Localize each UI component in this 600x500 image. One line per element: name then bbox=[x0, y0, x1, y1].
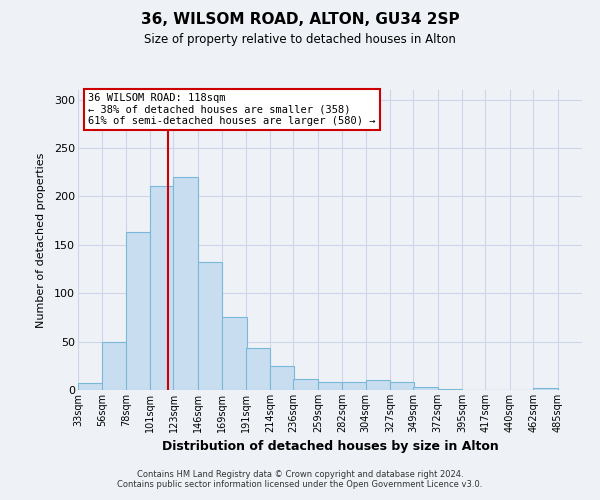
Bar bbox=[270, 366, 295, 390]
Bar bbox=[437, 389, 462, 390]
Bar bbox=[365, 380, 390, 390]
Bar bbox=[413, 387, 437, 390]
Bar bbox=[342, 382, 367, 390]
Bar bbox=[293, 380, 318, 390]
Bar bbox=[245, 348, 270, 390]
X-axis label: Distribution of detached houses by size in Alton: Distribution of detached houses by size … bbox=[161, 440, 499, 454]
Text: Size of property relative to detached houses in Alton: Size of property relative to detached ho… bbox=[144, 32, 456, 46]
Bar bbox=[390, 382, 415, 390]
Bar bbox=[150, 186, 175, 390]
Text: Contains public sector information licensed under the Open Government Licence v3: Contains public sector information licen… bbox=[118, 480, 482, 489]
Text: 36, WILSOM ROAD, ALTON, GU34 2SP: 36, WILSOM ROAD, ALTON, GU34 2SP bbox=[140, 12, 460, 28]
Bar bbox=[223, 318, 247, 390]
Text: 36 WILSOM ROAD: 118sqm
← 38% of detached houses are smaller (358)
61% of semi-de: 36 WILSOM ROAD: 118sqm ← 38% of detached… bbox=[88, 93, 376, 126]
Bar bbox=[126, 232, 150, 390]
Y-axis label: Number of detached properties: Number of detached properties bbox=[36, 152, 46, 328]
Text: Contains HM Land Registry data © Crown copyright and database right 2024.: Contains HM Land Registry data © Crown c… bbox=[137, 470, 463, 479]
Bar bbox=[318, 382, 342, 390]
Bar bbox=[78, 383, 103, 390]
Bar bbox=[103, 342, 127, 390]
Bar bbox=[198, 262, 223, 390]
Bar bbox=[173, 177, 198, 390]
Bar bbox=[533, 388, 557, 390]
